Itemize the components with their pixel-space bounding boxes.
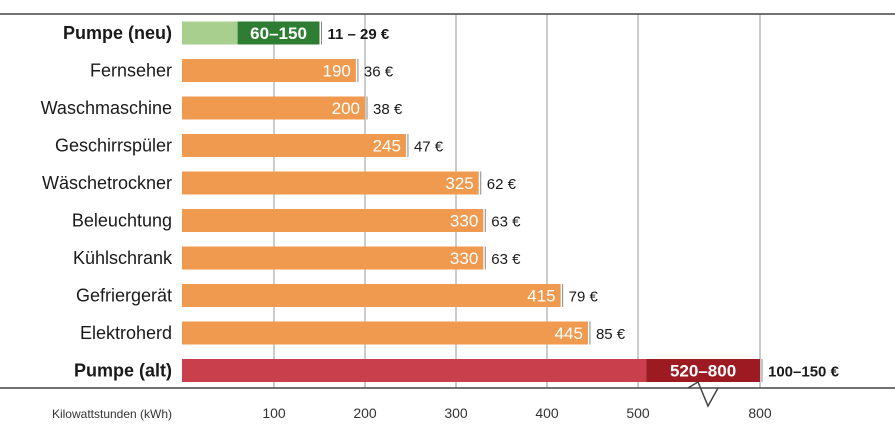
category-label: Elektroherd	[80, 323, 172, 343]
bar-range	[237, 21, 320, 45]
cost-label: 36 €	[364, 64, 394, 81]
cost-label: 85 €	[596, 326, 626, 343]
bar-base	[182, 21, 238, 45]
cost-label: 100–150 €	[768, 364, 840, 381]
bar-value-label: 330	[450, 212, 478, 231]
bar	[182, 209, 484, 232]
x-axis-label: Kilowattstunden (kWh)	[52, 407, 172, 421]
category-label: Kühlschrank	[73, 248, 173, 268]
bar-value-label: 200	[332, 99, 360, 118]
x-tick-label: 500	[626, 405, 650, 421]
x-tick-label: 400	[535, 405, 559, 421]
bar-value-label: 325	[445, 174, 473, 193]
bar-value-label: 415	[527, 287, 555, 306]
cost-label: 11 – 29 €	[328, 26, 390, 43]
bar	[182, 171, 479, 195]
category-label: Waschmaschine	[41, 98, 172, 118]
bar	[182, 246, 484, 270]
axis-break-mark	[687, 380, 719, 408]
category-label: Wäschetrockner	[42, 173, 172, 193]
cost-label: 63 €	[491, 214, 521, 231]
label-layer: Pumpe (neu) 60–150 11 – 29 € Fernseher 190 36…	[41, 23, 840, 381]
x-tick-label: 100	[262, 405, 286, 421]
bar-value-label: 445	[555, 324, 583, 343]
bar	[182, 284, 561, 307]
cost-label: 62 €	[487, 176, 517, 193]
category-label: Pumpe (alt)	[74, 361, 172, 381]
bar-value-label: 520–800	[670, 362, 736, 381]
cost-label: 79 €	[569, 289, 599, 306]
bar-value-label: 60–150	[250, 24, 307, 43]
bar	[182, 59, 356, 82]
bar-value-label: 330	[450, 249, 478, 268]
category-label: Gefriergerät	[76, 286, 172, 306]
category-label: Geschirrspüler	[55, 136, 172, 156]
category-label: Beleuchtung	[72, 211, 172, 231]
bar-base	[182, 359, 647, 382]
bar-layer	[182, 21, 763, 382]
cost-label: 38 €	[373, 101, 403, 118]
x-tick-label: 800	[748, 405, 772, 421]
cost-label: 47 €	[414, 139, 444, 156]
bar	[182, 134, 406, 157]
category-label: Fernseher	[90, 61, 172, 81]
category-label: Pumpe (neu)	[63, 23, 172, 43]
cost-label: 63 €	[491, 251, 521, 268]
bar	[182, 96, 365, 120]
axis-layer: 100 200 300 400 500 800 Kilowattstunden (kWh)	[0, 13, 895, 421]
x-tick-label: 200	[353, 405, 377, 421]
bar	[182, 321, 588, 345]
x-tick-label: 300	[444, 405, 468, 421]
bar-range	[646, 359, 760, 382]
bar-value-label: 245	[373, 137, 401, 156]
bar-value-label: 190	[323, 62, 351, 81]
